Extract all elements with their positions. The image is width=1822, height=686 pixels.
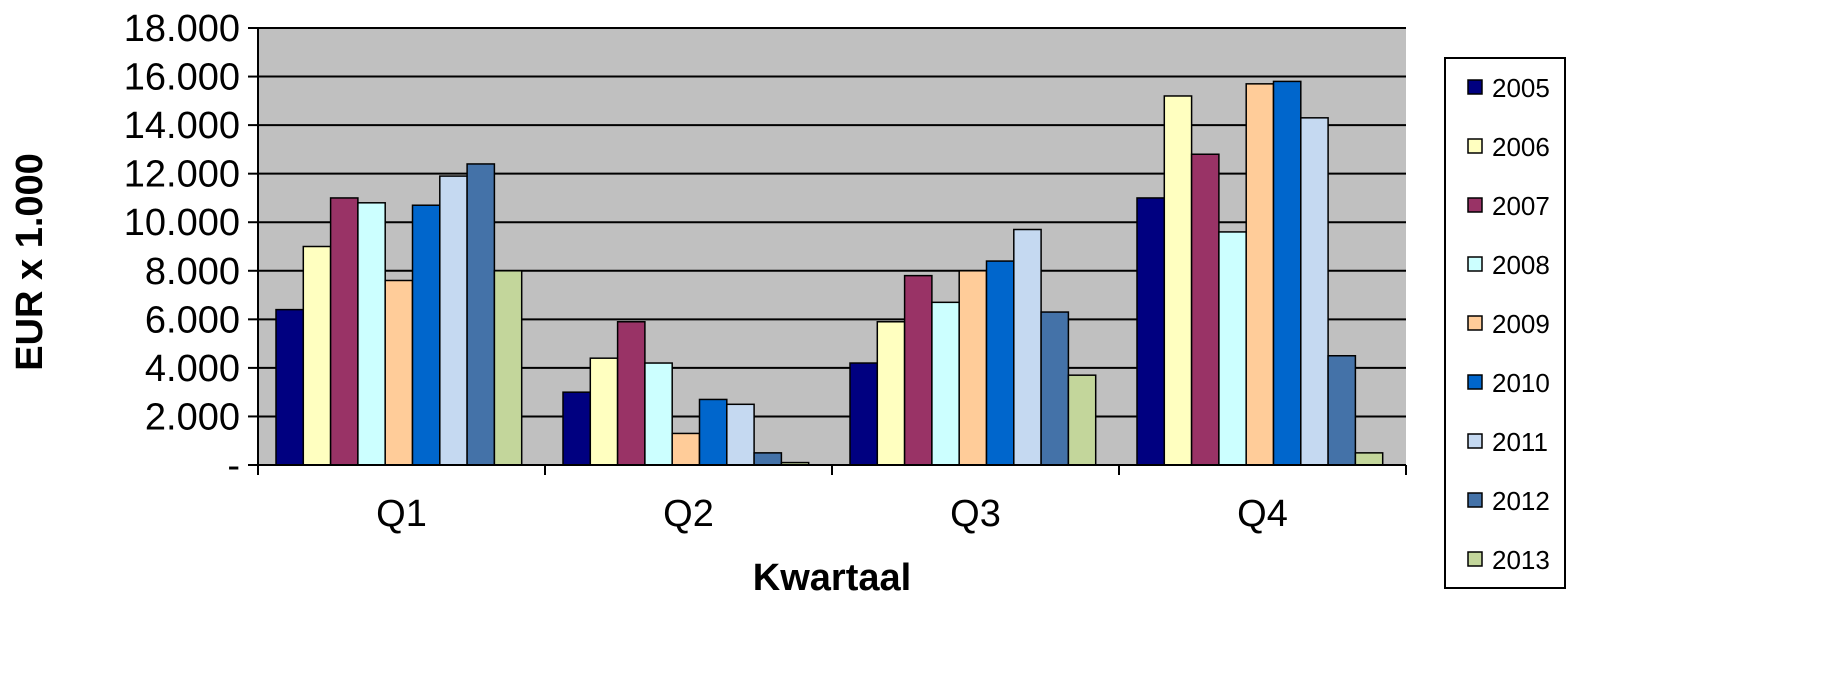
y-tick-label-1: 2.000: [145, 396, 240, 438]
bar-2008-Q4: [1218, 231, 1247, 466]
y-axis-title: EUR x 1.000: [9, 153, 51, 371]
bar-2005-Q1: [275, 308, 305, 466]
legend-swatch-2009: [1467, 315, 1483, 331]
bar-2010-Q4: [1272, 80, 1302, 466]
bar-2007-Q2: [616, 321, 646, 466]
category-label-Q2: Q2: [663, 493, 714, 535]
bar-2005-Q4: [1136, 197, 1166, 466]
legend-box: [1444, 57, 1566, 589]
legend-label-2011: 2011: [1492, 427, 1548, 457]
bar-2011-Q1: [439, 175, 468, 466]
bar-2013-Q3: [1067, 374, 1097, 466]
legend-swatch-2008: [1467, 256, 1483, 272]
bar-2008-Q2: [644, 362, 673, 466]
y-tick-label-3: 6.000: [145, 299, 240, 341]
legend: 2005 2006 2007 2008 2009 2010 2011 2012 2013: [1444, 57, 1566, 589]
legend-label-2013: 2013: [1492, 545, 1550, 575]
bar-2008-Q3: [931, 301, 960, 466]
bar-2008-Q1: [357, 202, 386, 466]
bar-2013-Q1: [493, 270, 523, 466]
legend-label-2012: 2012: [1492, 486, 1550, 516]
legend-label-2007: 2007: [1492, 191, 1550, 221]
bar-2010-Q2: [698, 398, 728, 466]
bar-2006-Q3: [876, 321, 906, 466]
bar-2009-Q4: [1245, 83, 1275, 466]
legend-swatch-2011: [1467, 433, 1483, 449]
y-tick-label-6: 12.000: [124, 154, 240, 196]
x-category-labels: Q1 Q2 Q3 Q4: [376, 493, 1288, 535]
legend-swatch-2006: [1467, 138, 1483, 154]
y-tick-label-4: 8.000: [145, 251, 240, 293]
x-axis-title: Kwartaal: [753, 557, 911, 599]
bar-2010-Q1: [411, 204, 441, 466]
bar-2011-Q4: [1300, 117, 1329, 466]
bar-2012-Q4: [1327, 355, 1357, 466]
bar-2006-Q4: [1163, 95, 1193, 466]
category-label-Q4: Q4: [1237, 493, 1288, 535]
bar-2005-Q3: [849, 362, 879, 466]
bar-2009-Q3: [958, 270, 988, 466]
legend-swatch-2007: [1467, 197, 1483, 213]
bar-2005-Q2: [562, 391, 592, 466]
bar-2009-Q1: [384, 279, 414, 466]
bar-2006-Q2: [589, 357, 619, 466]
y-tick-labels: - 2.000 4.000 6.000 8.000 10.000 12.000 14.000 1…: [124, 8, 240, 487]
legend-label-2006: 2006: [1492, 132, 1550, 162]
category-label-Q3: Q3: [950, 493, 1001, 535]
legend-swatch-2013: [1467, 551, 1483, 567]
y-tick-label-2: 4.000: [145, 348, 240, 390]
y-tick-label-7: 14.000: [124, 105, 240, 147]
legend-label-2008: 2008: [1492, 250, 1550, 280]
bar-2012-Q1: [466, 163, 496, 466]
bar-2012-Q2: [753, 452, 783, 466]
bar-2009-Q2: [671, 432, 701, 466]
bar-2011-Q3: [1013, 228, 1042, 466]
legend-label-2010: 2010: [1492, 368, 1550, 398]
bar-2010-Q3: [985, 260, 1015, 466]
bar-2011-Q2: [726, 403, 755, 466]
legend-label-2009: 2009: [1492, 309, 1550, 339]
bar-2013-Q4: [1354, 452, 1384, 466]
axes: [248, 27, 1407, 475]
category-label-Q1: Q1: [376, 493, 427, 535]
y-tick-label-5: 10.000: [124, 202, 240, 244]
bars: [275, 80, 1384, 466]
legend-swatch-2005: [1467, 79, 1483, 95]
legend-label-2005: 2005: [1492, 73, 1550, 103]
legend-swatch-2012: [1467, 492, 1483, 508]
bar-2007-Q3: [903, 274, 933, 466]
bar-2007-Q4: [1190, 153, 1220, 466]
y-tick-label-8: 16.000: [124, 57, 240, 99]
legend-swatch-2010: [1467, 374, 1483, 390]
y-tick-label-0: -: [227, 445, 240, 487]
bar-2012-Q3: [1040, 311, 1070, 466]
bar-2007-Q1: [329, 197, 359, 466]
bar-2006-Q1: [302, 245, 332, 466]
y-tick-label-9: 18.000: [124, 8, 240, 50]
